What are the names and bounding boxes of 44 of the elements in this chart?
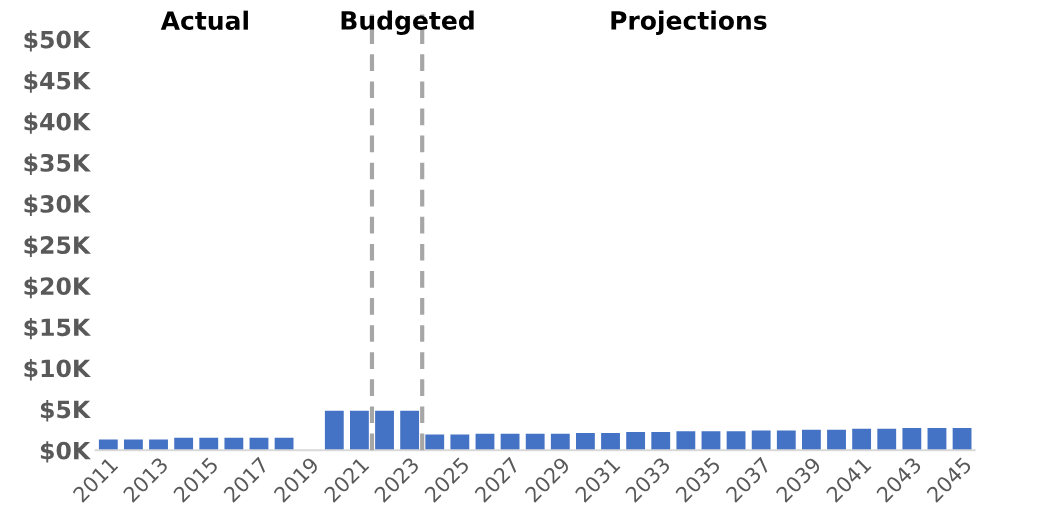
- y-tick-label: $40K: [24, 112, 91, 134]
- y-tick-label: $25K: [24, 235, 91, 258]
- text: Projections: [611, 10, 767, 35]
- y-tick-label: $45K: [24, 71, 91, 93]
- bar: [776, 430, 796, 451]
- bar: [224, 437, 244, 451]
- text: Budgeted: [341, 10, 474, 35]
- bar: [124, 439, 143, 451]
- bar: [375, 410, 394, 451]
- bar: [852, 428, 872, 451]
- y-tick-label: $50K: [24, 30, 91, 52]
- y-tick-label: $15K: [24, 317, 91, 340]
- bar: [701, 431, 721, 451]
- bar: [350, 410, 369, 451]
- bar: [174, 437, 194, 451]
- bar: [877, 428, 897, 451]
- bar: [199, 437, 219, 451]
- bar: [149, 439, 168, 451]
- bar: [400, 410, 420, 451]
- bar: [576, 432, 595, 451]
- bar: [601, 432, 620, 451]
- bar: [952, 427, 972, 451]
- bar: [726, 431, 746, 451]
- bar: [801, 429, 821, 451]
- bar: [827, 429, 846, 451]
- bar: [425, 434, 445, 451]
- bar: [98, 439, 118, 451]
- bar: [626, 432, 646, 451]
- bar: [902, 427, 922, 451]
- y-tick-label: $5K: [40, 400, 91, 422]
- y-tick-label: $10K: [24, 359, 91, 381]
- bar: [676, 431, 696, 451]
- bar: [751, 430, 771, 451]
- bar: [651, 432, 671, 451]
- bar: [324, 410, 344, 451]
- y-tick-label: $20K: [24, 276, 91, 299]
- bar: [450, 434, 470, 451]
- bar: [927, 427, 947, 451]
- text: Actual: [160, 10, 248, 30]
- bar: [550, 433, 570, 451]
- bar: [274, 437, 294, 451]
- bar: [525, 433, 545, 451]
- y-tick-label: $30K: [24, 194, 91, 216]
- y-tick-label: $35K: [24, 153, 91, 175]
